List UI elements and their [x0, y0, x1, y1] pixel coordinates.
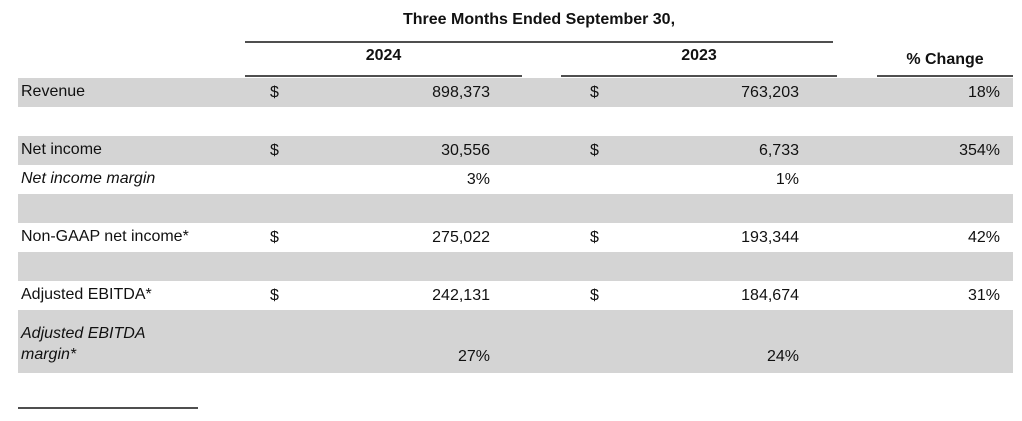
column-header-2024: 2024 — [365, 47, 402, 64]
cell-2023: $ 184,674 — [561, 287, 837, 305]
table-row-adjusted-ebitda: Adjusted EBITDA* $ 242,131 $ 184,674 31% — [18, 281, 1013, 310]
table-row-non-gaap-net-income: Non-GAAP net income* $ 275,022 $ 193,344… — [18, 223, 1013, 252]
table-row-net-income-margin: Net income margin 3% 1% — [18, 165, 1013, 194]
row-label: Net income margin — [21, 170, 156, 188]
cell-2024: $ 275,022 — [245, 229, 522, 247]
table-row-revenue: Revenue $ 898,373 $ 763,203 18% — [18, 78, 1013, 107]
footnote-rule — [18, 407, 198, 409]
currency-symbol — [590, 348, 610, 366]
row-label: Adjusted EBITDA* — [21, 286, 152, 304]
column-rule-2024 — [245, 75, 522, 77]
value-2024: 242,131 — [432, 286, 490, 304]
pct-change-value: 354% — [959, 141, 1000, 159]
period-header-rule — [245, 41, 833, 43]
row-label: Non-GAAP net income* — [21, 228, 189, 246]
spacer-row — [18, 194, 1013, 223]
value-2023: 184,674 — [741, 286, 799, 304]
cell-2023: $ 763,203 — [561, 84, 837, 102]
currency-symbol: $ — [270, 83, 279, 101]
currency-symbol: $ — [590, 286, 599, 304]
row-label: Adjusted EBITDA margin* — [21, 325, 146, 364]
spacer-row — [18, 107, 1013, 136]
cell-2023: $ 193,344 — [561, 229, 837, 247]
currency-symbol — [270, 348, 290, 366]
value-2023: 763,203 — [741, 83, 799, 101]
currency-symbol — [270, 171, 290, 189]
value-2024: 3% — [466, 170, 490, 188]
table-body: Revenue $ 898,373 $ 763,203 18% Net inco… — [18, 78, 1013, 373]
value-2024: 275,022 — [432, 228, 490, 246]
cell-2024: 27% — [245, 348, 522, 366]
value-2023: 193,344 — [741, 228, 799, 246]
cell-2023: 24% — [561, 348, 837, 366]
cell-2024: $ 242,131 — [245, 287, 522, 305]
value-2023: 1% — [775, 170, 799, 188]
column-header-2023: 2023 — [681, 47, 717, 64]
table-row-net-income: Net income $ 30,556 $ 6,733 354% — [18, 136, 1013, 165]
cell-2024: $ 898,373 — [245, 84, 522, 102]
column-header-pct-change: % Change — [906, 51, 984, 68]
cell-2023: 1% — [561, 171, 837, 189]
cell-2023: $ 6,733 — [561, 142, 837, 160]
cell-2024: $ 30,556 — [245, 142, 522, 160]
currency-symbol: $ — [590, 141, 599, 159]
value-2024: 27% — [457, 348, 490, 365]
currency-symbol: $ — [270, 141, 279, 159]
value-2023: 6,733 — [758, 141, 799, 159]
currency-symbol: $ — [270, 228, 279, 246]
currency-symbol: $ — [590, 83, 599, 101]
period-header: Three Months Ended September 30, — [402, 11, 676, 28]
currency-symbol: $ — [590, 228, 599, 246]
row-label: Net income — [21, 141, 102, 159]
value-2023: 24% — [766, 348, 799, 365]
cell-2024: 3% — [245, 171, 522, 189]
pct-change-value: 18% — [967, 83, 1000, 101]
pct-change-value: 42% — [967, 228, 1000, 246]
pct-change-value: 31% — [967, 286, 1000, 304]
value-2024: 898,373 — [432, 83, 490, 101]
value-2024: 30,556 — [441, 141, 490, 159]
row-label: Revenue — [21, 83, 86, 101]
currency-symbol — [590, 171, 610, 189]
column-rule-2023 — [561, 75, 837, 77]
currency-symbol: $ — [270, 286, 279, 304]
column-rule-pct-change — [877, 75, 1013, 77]
spacer-row — [18, 252, 1013, 281]
table-row-adjusted-ebitda-margin: Adjusted EBITDA margin* 27% 24% — [18, 310, 1013, 373]
